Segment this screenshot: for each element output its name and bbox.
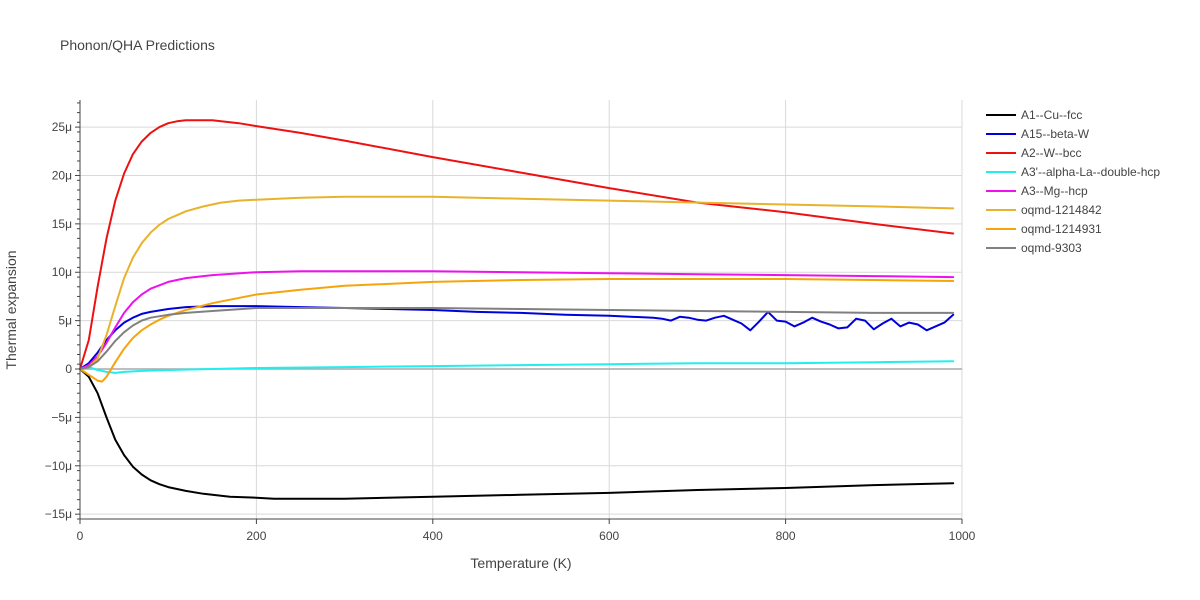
legend-label: oqmd-1214842: [1021, 203, 1102, 217]
y-axis-title: Thermal expansion: [3, 250, 19, 369]
y-tick-label: −10μ: [45, 459, 72, 473]
legend-item[interactable]: oqmd-1214931: [986, 222, 1102, 236]
x-tick-label: 600: [599, 529, 619, 543]
y-tick-label: 10μ: [52, 265, 72, 279]
x-tick-label: 0: [77, 529, 84, 543]
grid: [80, 100, 963, 519]
y-tick-label: −5μ: [51, 410, 72, 424]
series-line-2: [79, 119, 955, 370]
y-tick-label: −15μ: [45, 507, 72, 521]
y-tick-label: 5μ: [58, 314, 72, 328]
y-tick-label: 20μ: [52, 168, 72, 182]
legend-label: A3'--alpha-La--double-hcp: [1021, 165, 1160, 179]
series-line-1: [79, 305, 955, 370]
legend-label: A3--Mg--hcp: [1021, 184, 1088, 198]
series-line-7: [79, 307, 955, 370]
x-tick-label: 200: [246, 529, 266, 543]
x-tick-label: 800: [776, 529, 796, 543]
y-tick-label: 25μ: [52, 120, 72, 134]
legend-label: A2--W--bcc: [1021, 146, 1081, 160]
legend-item[interactable]: A3'--alpha-La--double-hcp: [986, 165, 1160, 179]
plot-area: [79, 119, 955, 500]
series-line-0: [79, 368, 955, 500]
series-line-4: [79, 270, 955, 370]
legend-label: A1--Cu--fcc: [1021, 108, 1082, 122]
legend-label: oqmd-9303: [1021, 241, 1082, 255]
legend-item[interactable]: A3--Mg--hcp: [986, 184, 1088, 198]
legend-label: oqmd-1214931: [1021, 222, 1102, 236]
series-line-3: [79, 360, 955, 374]
legend-item[interactable]: A1--Cu--fcc: [986, 108, 1082, 122]
y-tick-label: 0: [65, 362, 72, 376]
series-line-6: [79, 278, 955, 383]
legend: A1--Cu--fcc A15--beta-W A2--W--bcc A3'--alp…: [986, 108, 1160, 255]
y-tick-label: 15μ: [52, 217, 72, 231]
legend-item[interactable]: A15--beta-W: [986, 127, 1090, 141]
legend-label: A15--beta-W: [1021, 127, 1090, 141]
legend-item[interactable]: oqmd-9303: [986, 241, 1082, 255]
x-tick-label: 1000: [949, 529, 976, 543]
x-axis-title: Temperature (K): [470, 555, 571, 571]
series-line-5: [79, 195, 955, 370]
legend-item[interactable]: oqmd-1214842: [986, 203, 1102, 217]
chart-title: Phonon/QHA Predictions: [60, 37, 215, 53]
x-tick-label: 400: [423, 529, 443, 543]
axes: 0 200 400 600 800 1000 −15μ −10μ −5μ 0 5μ 10μ 15μ 20μ…: [45, 100, 976, 543]
legend-item[interactable]: A2--W--bcc: [986, 146, 1081, 160]
